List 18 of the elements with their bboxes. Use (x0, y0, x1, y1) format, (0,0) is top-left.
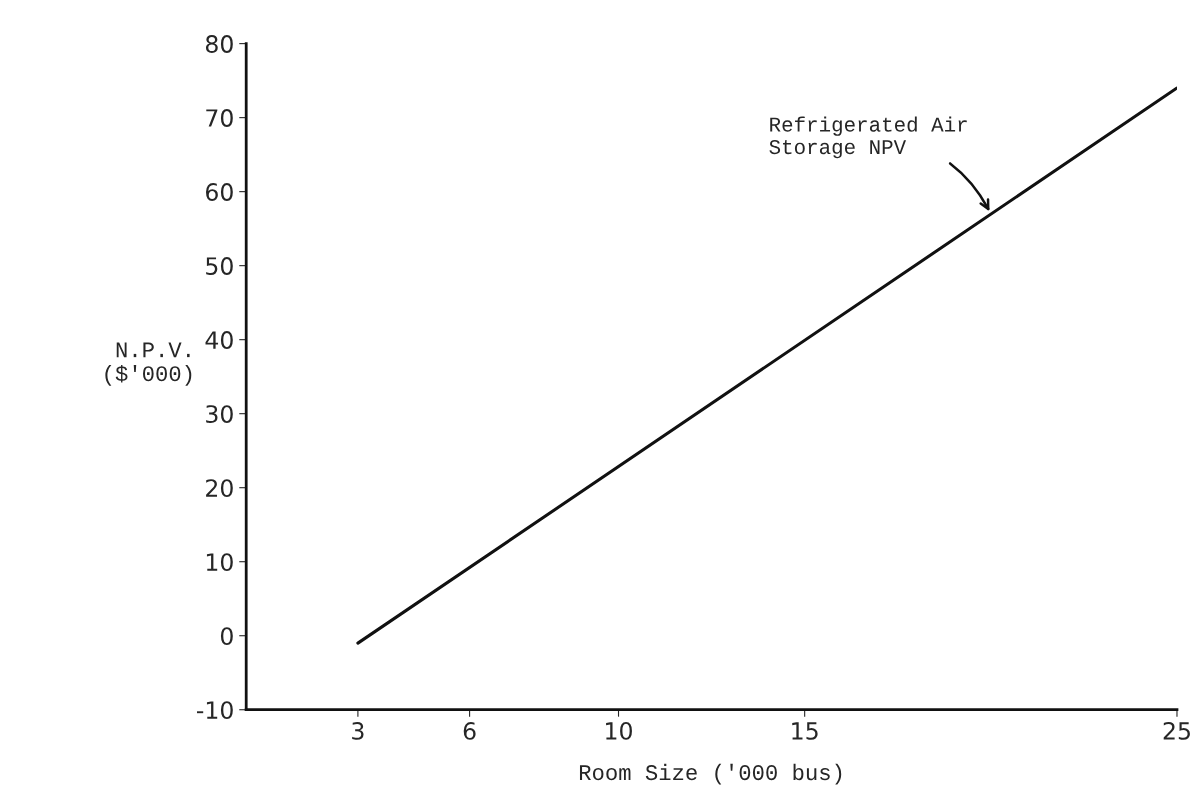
x-tick-label: 6 (463, 721, 476, 740)
x-tick-label: 25 (1163, 721, 1190, 740)
annotation: Refrigerated Air Storage NPV (769, 116, 967, 159)
y-tick-label: 70 (206, 109, 233, 127)
x-tick-label: 3 (352, 721, 364, 740)
x-axis-title: Room Size ('000 bus) (579, 763, 842, 785)
y-tick-label: 60 (206, 183, 233, 201)
y-tick-label: 50 (206, 257, 233, 275)
y-tick-label: 10 (206, 553, 233, 572)
y-axis-title: N.P.V. ($'000) (105, 342, 192, 386)
y-tick-label: -10 (196, 701, 233, 720)
x-tick-label: 15 (792, 722, 818, 740)
y-tick-label: 0 (220, 627, 233, 646)
y-tick-label: 20 (206, 479, 233, 497)
y-tick-label: 80 (205, 35, 233, 53)
y-tick-label: 30 (206, 405, 233, 423)
x-tick-label: 10 (606, 721, 632, 740)
y-tick-label: 40 (205, 331, 233, 349)
